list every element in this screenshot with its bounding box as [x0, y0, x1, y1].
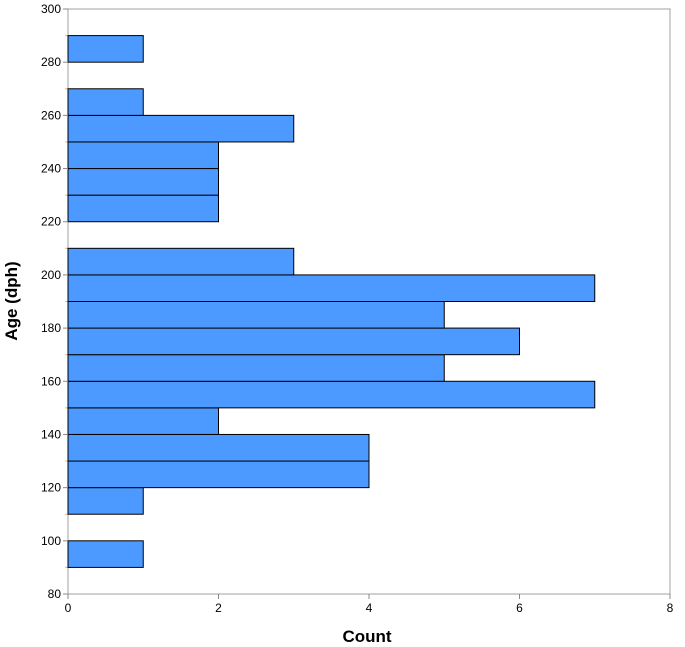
y-tick-label: 220 — [41, 215, 61, 229]
y-tick-label: 160 — [41, 374, 61, 388]
y-tick-label: 240 — [41, 162, 61, 176]
histogram-bar — [67, 540, 144, 568]
y-axis-title: Age (dph) — [2, 261, 21, 340]
x-axis-ticks: 0 2 4 6 8 — [65, 594, 674, 615]
histogram-bar — [67, 487, 144, 515]
histogram-bar — [67, 114, 295, 143]
histogram-bar — [67, 88, 144, 116]
histogram-bar — [67, 301, 445, 329]
bars — [67, 35, 596, 568]
histogram-bar — [67, 168, 219, 196]
y-axis-ticks: 80 100 120 140 160 180 200 220 240 260 280 300 — [41, 2, 68, 601]
histogram-bar — [67, 354, 445, 382]
x-tick-label: 2 — [215, 601, 222, 615]
histogram-bar — [67, 141, 219, 170]
y-tick-label: 300 — [41, 2, 61, 16]
histogram-bar — [67, 194, 219, 223]
histogram-bar — [67, 327, 520, 356]
y-tick-label: 260 — [41, 108, 61, 122]
histogram-bar — [67, 380, 596, 409]
histogram-bar — [67, 274, 596, 302]
y-tick-label: 180 — [41, 321, 61, 335]
y-tick-label: 140 — [41, 427, 61, 441]
y-tick-label: 120 — [41, 481, 61, 495]
x-tick-label: 4 — [366, 601, 373, 615]
histogram-bar — [67, 407, 219, 435]
y-tick-label: 100 — [41, 534, 61, 548]
histogram-bar — [67, 433, 370, 462]
x-tick-label: 0 — [65, 601, 72, 615]
x-axis-title: Count — [342, 627, 391, 646]
histogram-bar — [67, 460, 370, 489]
y-tick-label: 80 — [48, 587, 62, 601]
x-tick-label: 6 — [516, 601, 523, 615]
histogram-bar — [67, 247, 295, 276]
x-tick-label: 8 — [667, 601, 674, 615]
histogram-bar — [67, 35, 144, 63]
y-tick-label: 200 — [41, 268, 61, 282]
y-tick-label: 280 — [41, 55, 61, 69]
